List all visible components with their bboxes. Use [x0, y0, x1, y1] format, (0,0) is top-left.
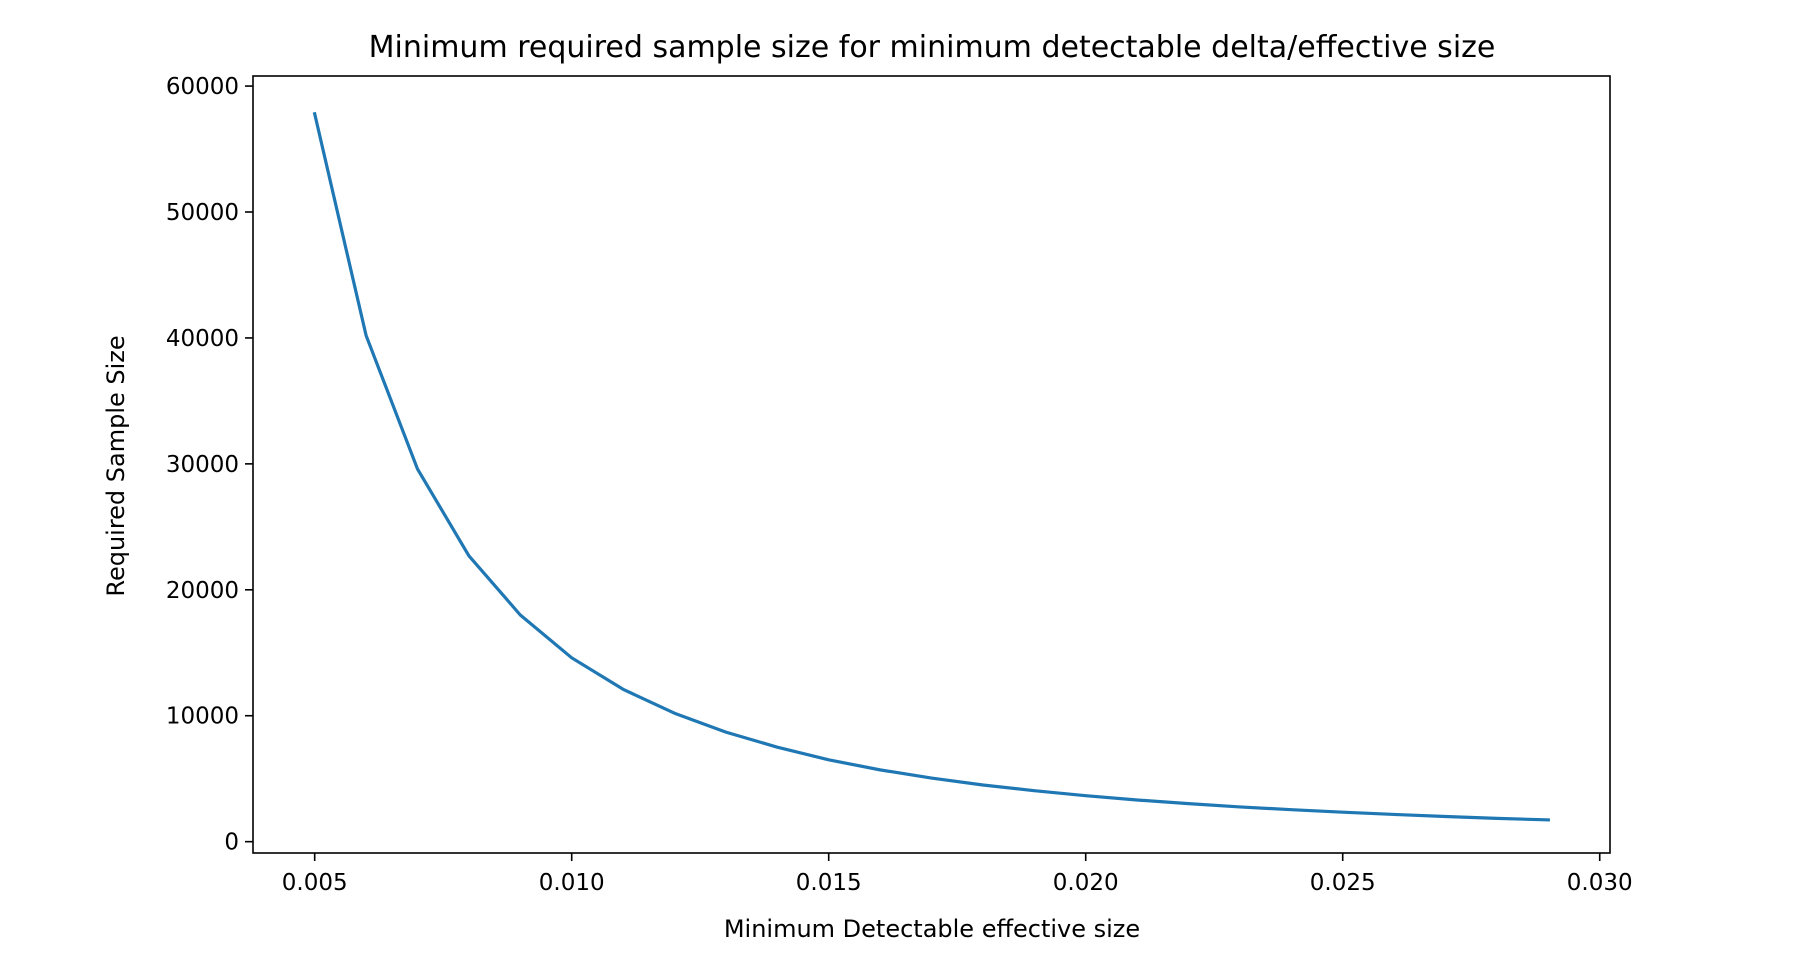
y-tick-label: 20000: [166, 578, 239, 604]
y-tick-label: 40000: [166, 326, 239, 352]
y-axis-ticks: 0 10000 20000 30000 40000 50000 60000: [166, 74, 253, 856]
y-tick-label: 0: [224, 830, 239, 856]
x-tick-label: 0.005: [282, 870, 348, 896]
y-tick-label: 60000: [166, 74, 239, 100]
series-layer: [312, 111, 1550, 822]
x-tick-label: 0.010: [539, 870, 605, 896]
chart-title: Minimum required sample size for minimum…: [369, 30, 1496, 65]
series-line: [312, 111, 1550, 822]
x-tick-label: 0.030: [1567, 870, 1633, 896]
x-tick-label: 0.015: [796, 870, 862, 896]
y-tick-label: 10000: [166, 704, 239, 730]
y-tick-label: 30000: [166, 452, 239, 478]
y-axis-label: Required Sample Size: [102, 335, 130, 596]
y-tick-label: 50000: [166, 200, 239, 226]
x-axis-label: Minimum Detectable effective size: [724, 915, 1140, 943]
x-tick-label: 0.020: [1053, 870, 1119, 896]
x-tick-label: 0.025: [1310, 870, 1376, 896]
x-axis-ticks: 0.005 0.010 0.015 0.020 0.025 0.030: [282, 853, 1633, 896]
plot-frame: [252, 75, 1611, 854]
